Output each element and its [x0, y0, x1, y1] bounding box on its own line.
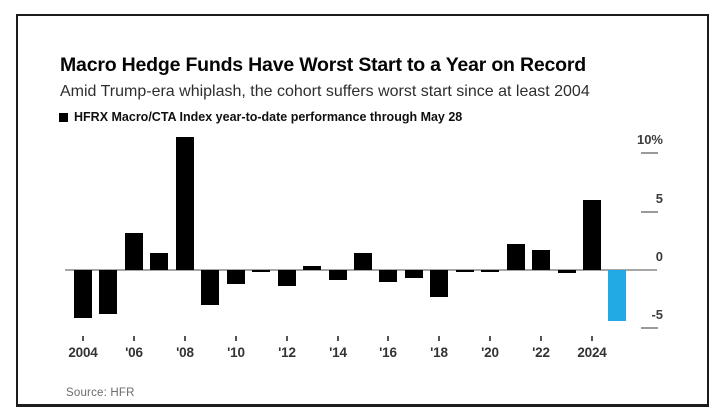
chart-title: Macro Hedge Funds Have Worst Start to a …: [60, 54, 586, 76]
x-axis-label: 2024: [577, 345, 607, 360]
bar-2023: [557, 270, 576, 274]
x-axis-tick: [438, 336, 440, 341]
chart-subtitle: Amid Trump-era whiplash, the cohort suff…: [60, 83, 590, 100]
bar-2018: [430, 270, 449, 297]
x-axis-tick: [489, 336, 491, 341]
bar-2022: [532, 250, 551, 270]
bar-2013: [303, 265, 322, 270]
bar-2024: [583, 200, 601, 270]
y-axis-label: -5: [651, 307, 663, 322]
x-axis-label: '14: [329, 345, 347, 360]
x-axis-label: '18: [430, 345, 448, 360]
x-axis-tick: [82, 336, 84, 341]
x-axis-tick: [387, 336, 389, 341]
x-axis-label: '08: [176, 345, 194, 360]
x-axis-label: '22: [532, 345, 550, 360]
bar-2011: [252, 270, 271, 272]
bar-2007: [150, 252, 169, 270]
bar-2004: [74, 270, 92, 318]
x-axis-label: '12: [278, 345, 296, 360]
y-axis-tick: [641, 152, 658, 154]
x-axis-tick: [337, 336, 339, 341]
x-axis-tick: [286, 336, 288, 341]
x-axis-label: 2004: [68, 345, 98, 360]
x-axis-tick: [133, 336, 135, 341]
bar-2009: [201, 270, 220, 305]
bar-2015: [353, 252, 372, 270]
bar-2014: [328, 270, 347, 281]
bar-2017: [404, 270, 423, 279]
bar-2019: [455, 270, 474, 272]
y-axis-label: 5: [655, 191, 663, 206]
bar-2008: [175, 137, 194, 270]
x-axis-tick: [184, 336, 186, 341]
x-axis-label: '20: [481, 345, 499, 360]
bar-2006: [124, 232, 143, 270]
bar-2010: [226, 270, 245, 284]
chart-legend: HFRX Macro/CTA Index year-to-date perfor…: [59, 110, 462, 124]
legend-label: HFRX Macro/CTA Index year-to-date perfor…: [74, 110, 463, 124]
x-axis-tick: [540, 336, 542, 341]
bar-2016: [379, 270, 398, 282]
y-axis-label: 10%: [636, 132, 663, 147]
bar-2025: [608, 270, 627, 322]
legend-swatch-icon: [59, 112, 68, 122]
y-axis-tick: [641, 327, 658, 329]
y-axis-tick: [641, 211, 658, 213]
bar-2021: [506, 244, 525, 270]
bar-2005: [99, 270, 118, 315]
x-axis-label: '10: [227, 345, 245, 360]
x-axis-tick: [235, 336, 237, 341]
bar-2012: [277, 270, 296, 287]
x-axis-label: '06: [125, 345, 143, 360]
bar-2020: [481, 270, 500, 272]
source-note: Source: HFR: [66, 387, 135, 399]
zero-axis-line: [65, 269, 657, 271]
x-axis-tick: [591, 336, 593, 341]
x-axis-label: '16: [379, 345, 397, 360]
y-axis-label: 0: [655, 249, 663, 264]
